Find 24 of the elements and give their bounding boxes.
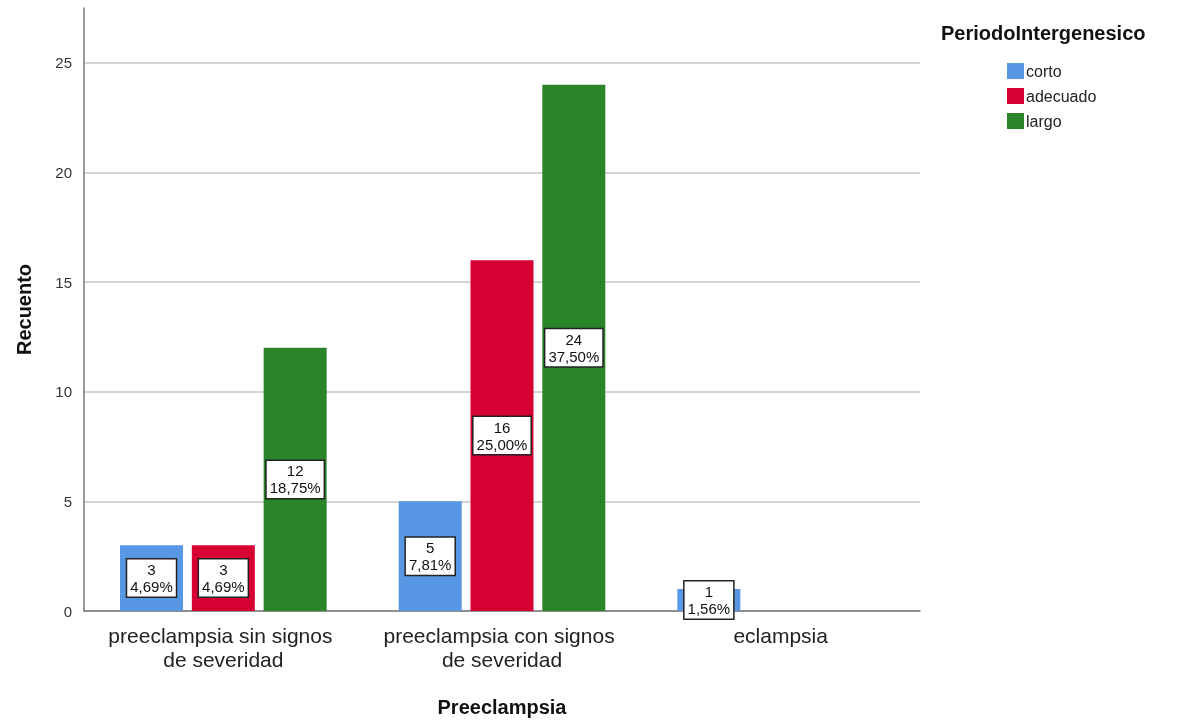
data-label: 5 7,81% — [408, 539, 452, 574]
x-axis-title: Preeclampsia — [437, 696, 568, 718]
x-tick-label: preeclampsia con signos de severidad — [383, 623, 621, 671]
data-label: 16 25,00% — [476, 418, 528, 453]
bar — [542, 84, 606, 611]
legend-label: adecuado — [1026, 87, 1097, 105]
y-tick-label: 15 — [55, 273, 72, 291]
y-tick-label: 5 — [63, 492, 72, 510]
y-tick-label: 20 — [55, 163, 72, 181]
legend-title: PeriodoIntergenesico — [941, 22, 1146, 44]
y-tick-label: 25 — [55, 54, 72, 72]
legend-label: corto — [1026, 62, 1062, 80]
x-tick-label: eclampsia — [733, 623, 829, 647]
data-label: 3 4,69% — [130, 561, 173, 596]
y-tick-label: 10 — [55, 383, 72, 401]
x-tick-label: preeclampsia sin signos de severidad — [108, 623, 339, 671]
bar — [470, 260, 534, 611]
legend-label: largo — [1026, 112, 1062, 130]
data-label: 3 4,69% — [202, 561, 245, 596]
data-label: 12 18,75% — [269, 462, 321, 497]
y-tick-label: 0 — [63, 602, 72, 620]
data-label: 1 1,56% — [687, 583, 731, 618]
data-label: 24 37,50% — [548, 330, 600, 365]
y-axis-title: Recuento — [13, 263, 35, 356]
